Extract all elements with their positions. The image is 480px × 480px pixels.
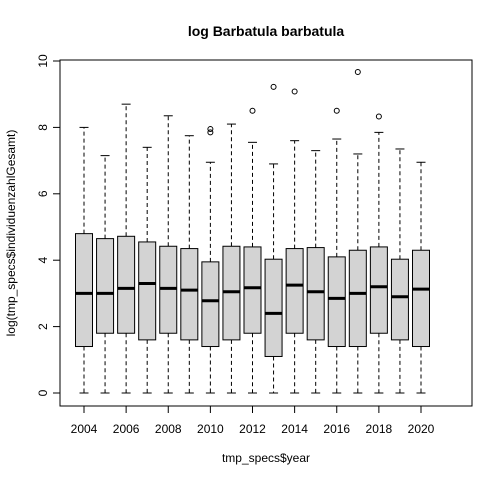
box-iqr xyxy=(96,238,115,334)
box-iqr xyxy=(327,256,346,348)
box-2020 xyxy=(412,161,430,394)
box-2008 xyxy=(159,115,178,394)
outlier-point xyxy=(354,68,361,75)
x-tick-label: 2014 xyxy=(281,422,308,436)
box-2007 xyxy=(138,146,157,394)
box-iqr xyxy=(180,248,199,341)
box-2014 xyxy=(285,88,304,394)
x-tick-label: 2018 xyxy=(366,422,393,436)
box-2005 xyxy=(96,155,115,394)
outlier-point xyxy=(249,107,256,114)
box-2016 xyxy=(327,107,346,394)
y-tick-label: 6 xyxy=(36,190,50,197)
outlier-point xyxy=(333,107,340,114)
box-2010 xyxy=(201,126,220,394)
box-iqr xyxy=(412,249,430,348)
outlier-point xyxy=(207,126,214,133)
x-tick-label: 2020 xyxy=(408,422,435,436)
x-tick-label: 2010 xyxy=(197,422,224,436)
box-2006 xyxy=(117,103,136,394)
box-iqr xyxy=(117,235,136,334)
y-tick-label: 2 xyxy=(36,323,50,330)
box-iqr xyxy=(348,249,367,348)
box-iqr xyxy=(138,241,157,341)
box-iqr xyxy=(369,246,388,334)
box-iqr xyxy=(243,246,262,334)
box-2013 xyxy=(264,83,283,394)
boxes-group xyxy=(75,68,430,394)
box-2009 xyxy=(180,135,199,394)
box-2019 xyxy=(390,148,409,394)
outlier-point xyxy=(291,88,298,95)
box-iqr xyxy=(75,233,93,348)
box-2018 xyxy=(369,113,388,394)
box-iqr xyxy=(390,258,409,341)
x-axis: 2004 2006 2008 2010 2012 2014 2016 2018 2020 xyxy=(71,405,435,436)
box-iqr xyxy=(306,247,325,341)
x-tick-label: 2004 xyxy=(71,422,98,436)
box-iqr xyxy=(264,258,283,357)
box-2012 xyxy=(243,107,262,394)
box-2017 xyxy=(348,68,367,394)
y-tick-label: 4 xyxy=(36,257,50,264)
y-tick-label: 10 xyxy=(36,54,50,68)
y-axis: 0 2 4 6 8 10 xyxy=(36,54,61,396)
box-2015 xyxy=(306,150,325,394)
y-tick-label: 8 xyxy=(36,124,50,131)
outlier-point xyxy=(375,113,382,120)
outlier-point xyxy=(270,83,277,90)
y-axis-label: log(tmp_specs$individuenzahlGesamt) xyxy=(4,130,18,337)
x-tick-label: 2016 xyxy=(323,422,350,436)
box-iqr xyxy=(201,261,220,348)
x-tick-label: 2012 xyxy=(239,422,266,436)
x-tick-label: 2006 xyxy=(113,422,140,436)
box-iqr xyxy=(285,248,304,334)
box-2011 xyxy=(222,123,241,394)
x-tick-label: 2008 xyxy=(155,422,182,436)
x-axis-label: tmp_specs$year xyxy=(222,451,310,465)
chart-title: log Barbatula barbatula xyxy=(188,23,345,39)
y-tick-label: 0 xyxy=(36,389,50,396)
outlier-point xyxy=(207,129,214,136)
box-2004 xyxy=(75,126,93,394)
